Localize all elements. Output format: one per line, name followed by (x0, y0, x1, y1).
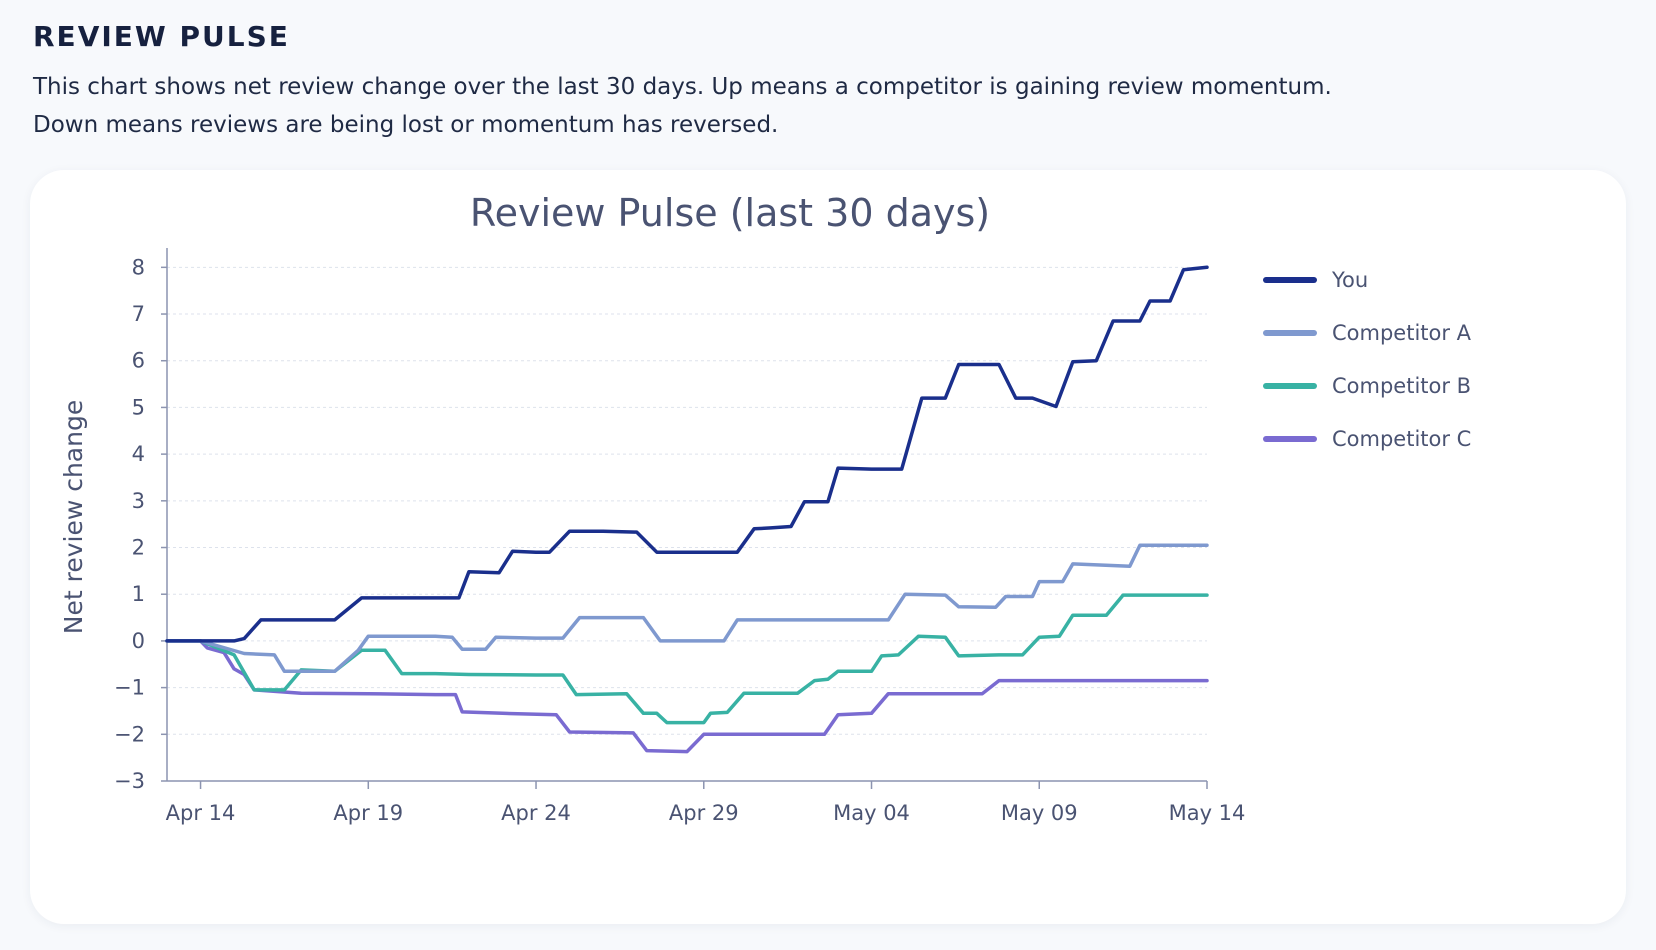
y-tick-label: 1 (132, 582, 145, 606)
y-tick-label: 5 (132, 395, 145, 419)
axes: 8 7 6 5 4 3 2 1 0 −1 −2 −3 Apr 14 Apr 19 Apr 24 Apr 29 M… (114, 248, 1245, 825)
series-line-competitor-a (165, 543, 1209, 674)
grid-lines (167, 266, 1207, 782)
x-tick-label: May 14 (1169, 801, 1246, 825)
legend: You Competitor A Competitor B Competitor C (1263, 268, 1472, 451)
legend-label-competitor-a: Competitor A (1332, 321, 1472, 345)
y-tick-label: 2 (132, 536, 145, 560)
series-line-competitor-b (165, 593, 1209, 725)
x-tick-label: Apr 29 (669, 801, 739, 825)
y-tick-label: −2 (114, 722, 145, 746)
description-line-2: Down means reviews are being lost or mom… (33, 112, 779, 138)
description-line-1: This chart shows net review change over … (33, 74, 1332, 100)
chart-description: This chart shows net review change over … (33, 68, 1433, 144)
legend-label-competitor-b: Competitor B (1332, 374, 1471, 398)
series-line-you (165, 265, 1209, 643)
chart-card: Review Pulse (last 30 days) Net review c… (30, 170, 1626, 924)
legend-label-you: You (1331, 268, 1368, 292)
section-title: REVIEW PULSE (33, 20, 290, 53)
y-tick-label: −1 (114, 676, 145, 700)
y-tick-label: 7 (132, 302, 145, 326)
y-tick-label: 4 (132, 442, 145, 466)
x-tick-label: Apr 24 (501, 801, 571, 825)
review-pulse-chart: Review Pulse (last 30 days) Net review c… (59, 191, 1472, 825)
legend-label-competitor-c: Competitor C (1332, 427, 1471, 451)
y-tick-label: 6 (132, 349, 145, 373)
series-line-competitor-c (165, 639, 1209, 754)
y-tick-label: 8 (132, 255, 145, 279)
y-tick-label: 3 (132, 489, 145, 513)
y-tick-label: 0 (132, 629, 145, 653)
y-axis-title: Net review change (59, 400, 88, 634)
x-tick-label: May 04 (833, 801, 910, 825)
x-tick-label: Apr 19 (333, 801, 403, 825)
series-lines (165, 265, 1209, 754)
chart-title: Review Pulse (last 30 days) (470, 191, 990, 235)
x-tick-label: Apr 14 (166, 801, 236, 825)
y-tick-label: −3 (114, 769, 145, 793)
x-tick-label: May 09 (1001, 801, 1078, 825)
